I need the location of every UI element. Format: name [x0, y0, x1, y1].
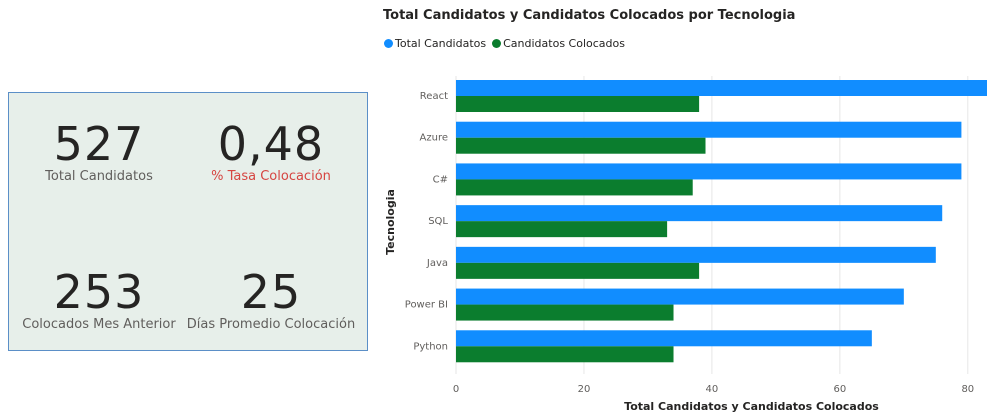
- bar-placed[interactable]: [456, 179, 693, 196]
- legend-item-placed[interactable]: Candidatos Colocados: [492, 37, 625, 50]
- bar-placed[interactable]: [456, 96, 700, 112]
- bar-total[interactable]: [456, 288, 904, 305]
- bar-chart: 0 20 40 60 80 React Azure C# SQL Java Power BI Pyth…: [384, 76, 987, 413]
- bar-placed[interactable]: [456, 137, 706, 154]
- y-category-label: C#: [433, 174, 448, 185]
- kpi-placement-rate-value: 0,48: [217, 117, 325, 171]
- kpi-placement-rate: 0,48 % Tasa Colocación: [181, 119, 361, 185]
- y-category-label: Azure: [420, 133, 448, 144]
- bar-total[interactable]: [456, 330, 872, 347]
- x-tick-label: 80: [961, 384, 974, 395]
- kpi-card: 527 Total Candidatos 0,48 % Tasa Colocac…: [8, 92, 368, 351]
- kpi-avg-days-label: Días Promedio Colocación: [186, 317, 356, 332]
- x-tick-label: 20: [578, 384, 591, 395]
- y-axis-title: Tecnologia: [384, 189, 397, 255]
- legend-dot-placed: [492, 39, 502, 48]
- bar-total[interactable]: [456, 205, 943, 222]
- kpi-avg-days: 25 Días Promedio Colocación: [181, 267, 361, 333]
- chart-legend[interactable]: Total Candidatos Candidatos Colocados: [384, 37, 631, 50]
- legend-label-placed: Candidatos Colocados: [503, 37, 625, 50]
- kpi-total-candidates: 527 Total Candidatos: [9, 119, 189, 185]
- x-tick-label: 40: [706, 384, 719, 395]
- bar-total[interactable]: [456, 80, 987, 96]
- bar-total[interactable]: [456, 121, 962, 138]
- y-category-label: Python: [413, 341, 448, 352]
- chart-title: Total Candidatos y Candidatos Colocados …: [383, 8, 796, 23]
- x-tick-label: 60: [833, 384, 846, 395]
- y-category-label: Java: [426, 258, 448, 269]
- bar-total[interactable]: [456, 246, 936, 263]
- legend-label-total: Total Candidatos: [395, 37, 487, 50]
- x-axis-title: Total Candidatos y Candidatos Colocados: [624, 400, 879, 413]
- legend-item-total[interactable]: Total Candidatos: [384, 37, 486, 50]
- bar-placed[interactable]: [456, 346, 674, 363]
- bar-placed[interactable]: [456, 221, 668, 238]
- kpi-placed-last-month-label: Colocados Mes Anterior: [22, 317, 176, 332]
- bar-placed[interactable]: [456, 262, 700, 279]
- kpi-placed-last-month: 253 Colocados Mes Anterior: [9, 267, 189, 333]
- kpi-placement-rate-label: % Tasa Colocación: [211, 169, 331, 184]
- kpi-total-candidates-value: 527: [53, 117, 145, 171]
- legend-dot-total: [384, 39, 393, 48]
- bar-placed[interactable]: [456, 304, 674, 321]
- y-category-label: React: [420, 91, 448, 102]
- y-category-label: SQL: [428, 216, 448, 227]
- bar-total[interactable]: [456, 163, 962, 180]
- kpi-avg-days-value: 25: [240, 265, 302, 319]
- y-category-label: Power BI: [405, 300, 448, 311]
- x-tick-label: 0: [453, 384, 459, 395]
- kpi-placed-last-month-value: 253: [53, 265, 145, 319]
- kpi-total-candidates-label: Total Candidatos: [45, 169, 153, 184]
